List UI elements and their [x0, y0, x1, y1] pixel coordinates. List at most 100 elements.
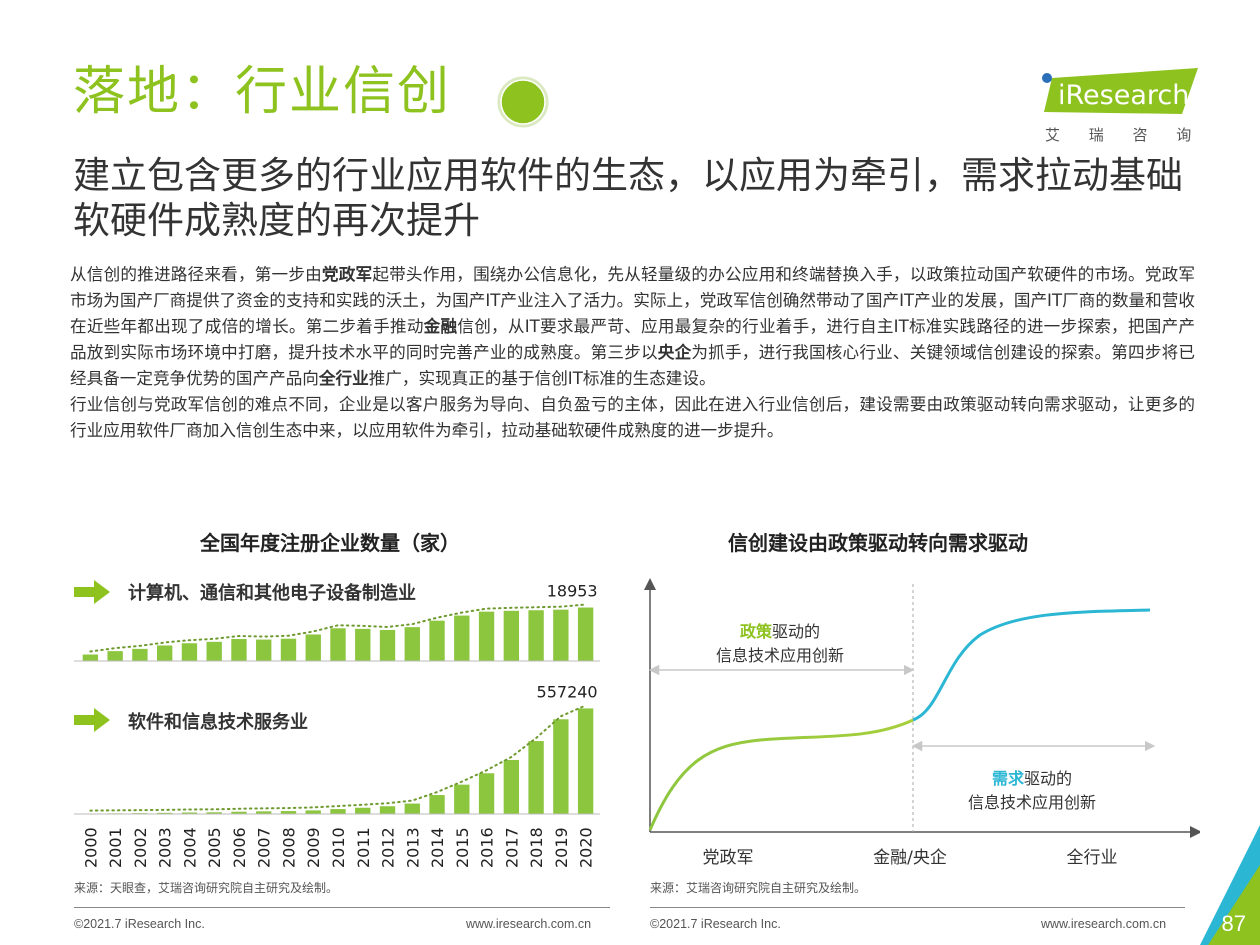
bar-software-2004	[181, 812, 198, 814]
data-label-manufacturing: 18953	[547, 582, 598, 601]
bold-term: 金融	[423, 317, 458, 336]
phase-1-label-line2: 信息技术应用创新	[716, 646, 844, 665]
footer-copyright: ©2021.7 iResearch Inc.	[650, 917, 781, 931]
bar-software-2020	[577, 708, 594, 814]
bar-manufacturing-2008	[280, 638, 297, 661]
x-tick-label: 2012	[379, 827, 398, 868]
bar-manufacturing-2011	[355, 628, 371, 661]
page-number-corner: 87	[1200, 825, 1260, 945]
bold-term: 央企	[657, 343, 692, 362]
x-tick-label: 2009	[304, 827, 323, 868]
body-text: 从信创的推进路径来看，第一步由党政军起带头作用，围绕办公信息化，先从轻量级的办公…	[70, 262, 1195, 444]
paragraph-1: 从信创的推进路径来看，第一步由党政军起带头作用，围绕办公信息化，先从轻量级的办公…	[70, 262, 1195, 392]
bar-software-2015	[454, 784, 470, 814]
bar-manufacturing-2005	[206, 641, 222, 661]
bar-software-2009	[305, 810, 321, 814]
policy-driven-curve	[648, 718, 914, 831]
bar-software-2019	[553, 719, 569, 814]
bar-software-2005	[206, 812, 222, 814]
bar-manufacturing-2018	[528, 610, 544, 661]
text-run: 从信创的推进路径来看，第一步由	[70, 265, 322, 284]
corner-decoration	[1200, 825, 1260, 945]
x-category-label: 金融/央企	[873, 848, 947, 868]
x-tick-label: 2006	[230, 827, 249, 868]
bar-software-2012	[379, 806, 396, 814]
x-tick-label: 2013	[403, 827, 422, 868]
bar-manufacturing-2001	[107, 651, 123, 661]
x-category-label: 党政军	[703, 848, 754, 868]
paragraph-2: 行业信创与党政军信创的难点不同，企业是以客户服务为导向、自负盈亏的主体，因此在进…	[70, 395, 1195, 440]
x-tick-label: 2011	[354, 827, 373, 868]
bar-software-2007	[256, 811, 272, 814]
footer-website[interactable]: www.iresearch.com.cn	[1041, 917, 1167, 931]
text-run: 起带头作用，围绕办公信息化，先从轻量级的办公应用和终端替换入手，以政策拉动国产软…	[70, 265, 1196, 336]
bar-manufacturing-2009	[305, 634, 321, 661]
bold-term: 全行业	[318, 369, 369, 388]
bar-software-2013	[404, 803, 420, 814]
page-number: 87	[1221, 911, 1246, 936]
bar-software-2006	[231, 811, 247, 814]
right-source: 来源：艾瑞咨询研究院自主研究及绘制。	[650, 881, 867, 895]
trendline-manufacturing	[89, 603, 587, 653]
x-tick-label: 2003	[156, 827, 175, 868]
arrow-right-icon	[74, 708, 110, 732]
bar-manufacturing-2019	[553, 609, 569, 661]
bar-manufacturing-2004	[181, 643, 198, 661]
x-tick-label: 2014	[428, 827, 447, 868]
text-run: 信创，从IT要求最严苛、应用最复杂的行业着手，进行自主IT标准实践路径的进一步探…	[70, 317, 1196, 362]
footer-website[interactable]: www.iresearch.com.cn	[466, 917, 592, 931]
x-tick-label: 2005	[205, 827, 224, 868]
text-run: 推广，实现真正的基于信创IT标准的生态建设。	[368, 369, 716, 388]
right-chart-title: 信创建设由政策驱动转向需求驱动	[728, 531, 1028, 555]
bold-term: 党政军	[321, 265, 373, 284]
data-label-software: 557240	[537, 682, 598, 701]
x-tick-label: 2018	[527, 827, 546, 868]
x-tick-label: 2004	[180, 827, 199, 868]
bar-manufacturing-2013	[404, 627, 420, 661]
phase-1-label: 政策驱动的	[740, 622, 820, 641]
logo-tagline: 艾 瑞 咨 询	[1045, 126, 1203, 144]
x-tick-label: 2015	[453, 827, 472, 868]
bar-software-2016	[478, 773, 495, 814]
page-subtitle: 建立包含更多的行业应用软件的生态，以应用为牵引，需求拉动基础软硬件成熟度的再次提…	[73, 154, 1183, 242]
bar-manufacturing-2017	[503, 610, 520, 661]
green-circle-icon	[497, 76, 549, 128]
x-tick-label: 2020	[577, 827, 596, 868]
bar-manufacturing-2016	[478, 611, 495, 661]
bar-manufacturing-2007	[256, 639, 272, 661]
page-title: 落地：行业信创	[73, 62, 452, 122]
phase-2-label: 需求驱动的	[992, 769, 1072, 788]
x-tick-label: 2000	[81, 827, 100, 868]
bar-manufacturing-2003	[156, 645, 173, 661]
bar-manufacturing-2010	[330, 628, 346, 661]
x-tick-label: 2007	[255, 827, 274, 868]
bar-manufacturing-2002	[132, 648, 148, 661]
x-tick-label: 2008	[279, 827, 298, 868]
bar-software-2008	[280, 811, 297, 814]
x-tick-label: 2016	[478, 827, 497, 868]
bar-software-2018	[528, 741, 544, 814]
x-tick-label: 2001	[106, 827, 125, 868]
text-run: 为抓手，进行我国核心行业、关键领域信创建设的探索。第四步将已经具备一定竞争优势的…	[70, 343, 1196, 388]
iresearch-logo: iResearch 艾 瑞 咨 询	[1042, 68, 1203, 144]
arrow-right-icon	[74, 580, 110, 604]
footer-divider-right	[650, 907, 1185, 908]
series-label-software: 软件和信息技术服务业	[128, 712, 308, 733]
footer-copyright: ©2021.7 iResearch Inc.	[74, 917, 205, 931]
bar-manufacturing-2020	[577, 607, 594, 661]
bar-software-2002	[132, 813, 148, 814]
x-category-label: 全行业	[1067, 848, 1118, 868]
bar-manufacturing-2012	[379, 629, 396, 661]
left-chart-title: 全国年度注册企业数量（家）	[200, 531, 460, 555]
bar-software-2011	[355, 807, 371, 814]
line-chart: 政策驱动的 信息技术应用创新 需求驱动的 信息技术应用创新 党政军 金融/央企 …	[644, 578, 1200, 868]
x-tick-label: 2002	[131, 827, 150, 868]
series-label-manufacturing: 计算机、通信和其他电子设备制造业	[128, 583, 416, 604]
demand-driven-curve	[912, 608, 1151, 722]
bar-manufacturing-2006	[231, 639, 247, 661]
bar-software-2001	[107, 813, 123, 814]
x-tick-label: 2010	[329, 827, 348, 868]
bar-software-2014	[429, 795, 445, 814]
footer-divider-left	[74, 907, 610, 908]
bar-software-2003	[156, 812, 173, 814]
